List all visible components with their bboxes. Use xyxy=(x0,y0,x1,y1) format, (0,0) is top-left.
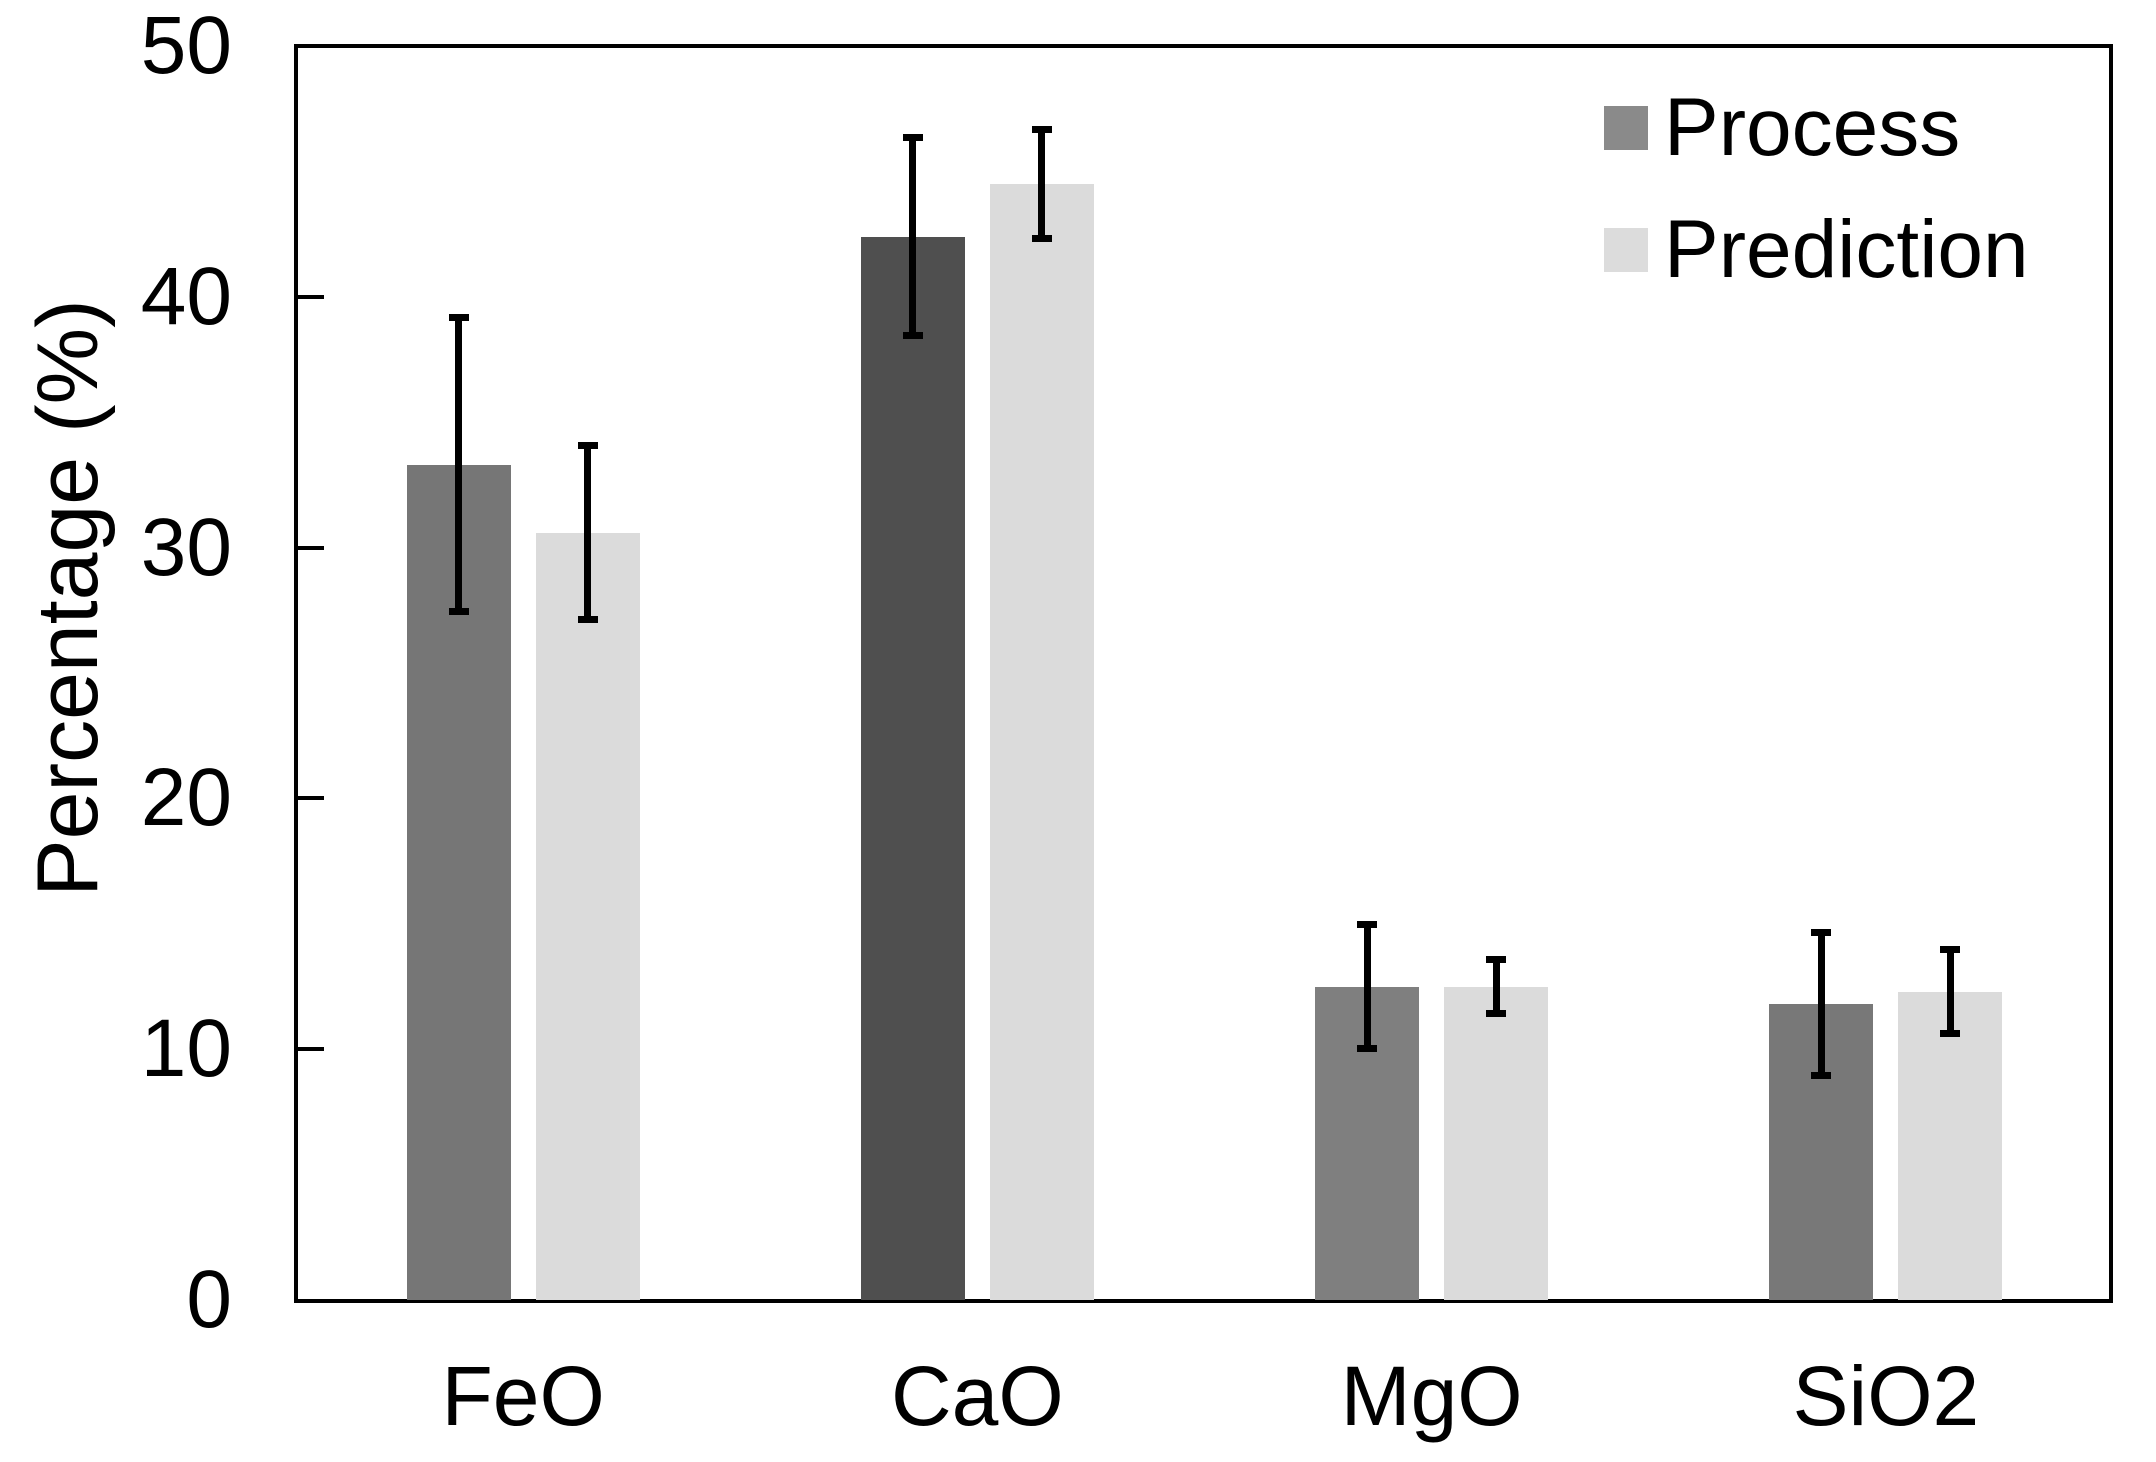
legend-item-process: Process xyxy=(1604,84,1960,172)
legend-swatch-prediction xyxy=(1604,228,1648,272)
error-bar-stem xyxy=(1038,126,1046,242)
legend-swatch-process xyxy=(1604,106,1648,150)
x-category-label-cao: CaO xyxy=(891,1349,1064,1443)
error-bar-stem xyxy=(1363,921,1371,1052)
error-bar-cap-top xyxy=(577,442,598,450)
bar-prediction-mgo xyxy=(1444,986,1549,1300)
legend-label: Process xyxy=(1664,82,1961,173)
error-bar-cap-top xyxy=(1357,921,1378,929)
error-bar-cap-bottom xyxy=(448,608,469,616)
x-category-label-mgo: MgO xyxy=(1340,1349,1523,1443)
error-bar-cap-top xyxy=(1031,126,1052,134)
y-tick-label: 30 xyxy=(140,501,232,593)
error-bar-stem xyxy=(584,442,592,623)
error-bar-stem xyxy=(1492,956,1500,1017)
bar-prediction-cao xyxy=(989,183,1094,1300)
error-bar-cap-bottom xyxy=(577,615,598,623)
y-tick-mark xyxy=(298,796,324,801)
x-category-label-feo: FeO xyxy=(441,1349,605,1443)
error-bar-cap-bottom xyxy=(1486,1009,1507,1017)
error-bar-cap-top xyxy=(448,314,469,322)
error-bar-cap-bottom xyxy=(1811,1072,1832,1080)
error-bar-cap-top xyxy=(902,133,923,141)
error-bar-cap-bottom xyxy=(1031,234,1052,242)
error-bar-cap-bottom xyxy=(902,332,923,340)
error-bar-stem xyxy=(1946,946,1954,1037)
error-bar-cap-bottom xyxy=(1940,1029,1961,1037)
error-bar-stem xyxy=(455,314,463,616)
y-tick-label: 0 xyxy=(186,1254,232,1345)
y-tick-label: 20 xyxy=(140,752,232,844)
legend-item-prediction: Prediction xyxy=(1604,206,2029,294)
error-bar-cap-bottom xyxy=(1357,1044,1378,1052)
bar-prediction-sio2 xyxy=(1898,991,2003,1300)
y-tick-mark xyxy=(298,545,324,550)
y-tick-mark xyxy=(298,294,324,299)
error-bar-cap-top xyxy=(1940,946,1961,954)
error-bar-cap-top xyxy=(1486,956,1507,964)
x-category-label-sio2: SiO2 xyxy=(1792,1349,1980,1443)
bar-prediction-feo xyxy=(535,532,640,1300)
error-bar-stem xyxy=(909,133,917,340)
y-tick-label: 40 xyxy=(140,250,232,342)
error-bar-stem xyxy=(1817,928,1825,1080)
y-tick-label: 10 xyxy=(140,1003,232,1095)
y-tick-mark xyxy=(298,1047,324,1052)
y-tick-label: 50 xyxy=(140,0,232,91)
bar-process-cao xyxy=(860,236,965,1300)
legend-label: Prediction xyxy=(1664,204,2029,295)
error-bar-cap-top xyxy=(1811,928,1832,936)
